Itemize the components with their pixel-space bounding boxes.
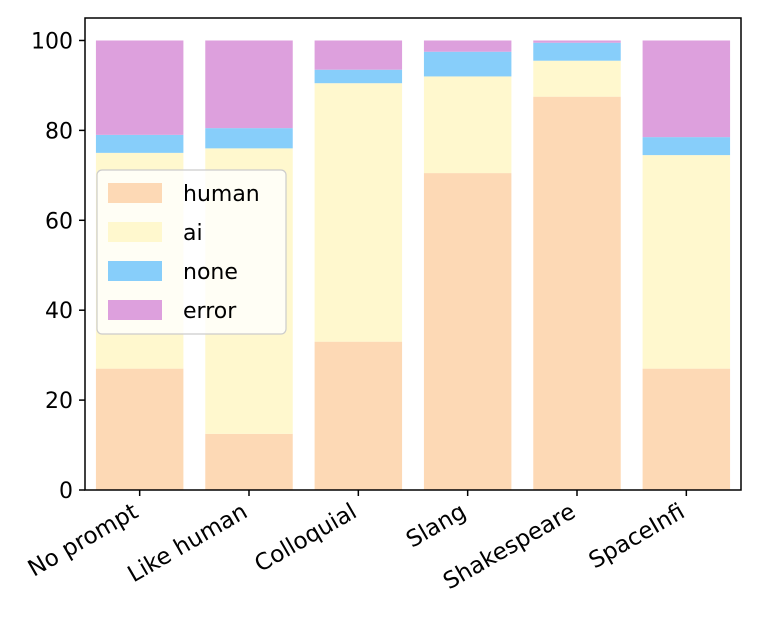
legend-swatch-human (108, 183, 162, 203)
legend-swatch-error (108, 300, 162, 320)
legend-label-error: error (183, 299, 237, 324)
bar-none-5 (642, 137, 731, 156)
bar-ai-3 (423, 76, 512, 174)
bar-ai-2 (314, 83, 403, 342)
plot-frame (84, 17, 742, 491)
y-axis: 0 20 40 60 80 100 (31, 29, 85, 504)
bar-error-0 (95, 40, 184, 135)
y-tick-label: 40 (45, 299, 73, 324)
x-tick-label: Like human (123, 499, 252, 588)
bar-ai-5 (642, 155, 731, 369)
bar-none-4 (533, 42, 621, 61)
y-tick-label: 100 (31, 29, 73, 54)
bar-error-3 (423, 40, 512, 52)
bar-none-2 (314, 69, 403, 84)
x-tick-label: SpaceInfi (585, 499, 690, 574)
legend-box (96, 169, 287, 335)
y-tick-label: 20 (45, 389, 73, 414)
bar-error-1 (205, 40, 293, 129)
bar-human-2 (314, 341, 403, 490)
bar-error-4 (533, 40, 621, 43)
legend-label-human: human (183, 182, 260, 207)
bar-error-5 (642, 40, 731, 138)
bar-human-5 (642, 368, 731, 490)
bar-human-4 (533, 96, 621, 491)
bar-human-0 (95, 368, 184, 490)
x-tick-label: Colloquial (250, 499, 361, 578)
bar-none-0 (95, 134, 184, 153)
x-tick-label: Slang (402, 499, 471, 554)
bar-human-1 (205, 433, 293, 490)
legend-label-none: none (183, 260, 238, 285)
bar-error-2 (314, 40, 403, 70)
bar-none-3 (423, 51, 512, 77)
y-tick-label: 60 (45, 209, 73, 234)
legend-swatch-none (108, 261, 162, 281)
bar-human-3 (423, 173, 512, 490)
x-tick-label: No prompt (24, 499, 143, 583)
legend: human ai none error (96, 169, 287, 335)
y-tick-label: 80 (45, 119, 73, 144)
bar-ai-4 (533, 60, 621, 97)
y-tick-label: 0 (59, 479, 73, 504)
bar-none-1 (205, 128, 293, 149)
legend-swatch-ai (108, 222, 162, 242)
legend-label-ai: ai (183, 221, 203, 246)
